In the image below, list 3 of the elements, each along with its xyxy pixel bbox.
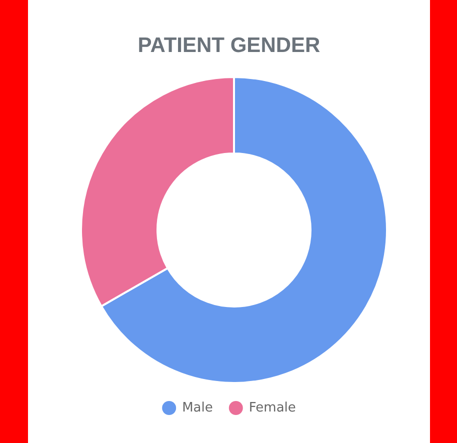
legend-label: Female [248,400,296,416]
legend-label: Male [182,400,213,416]
chart-title: PATIENT GENDER [138,34,320,57]
